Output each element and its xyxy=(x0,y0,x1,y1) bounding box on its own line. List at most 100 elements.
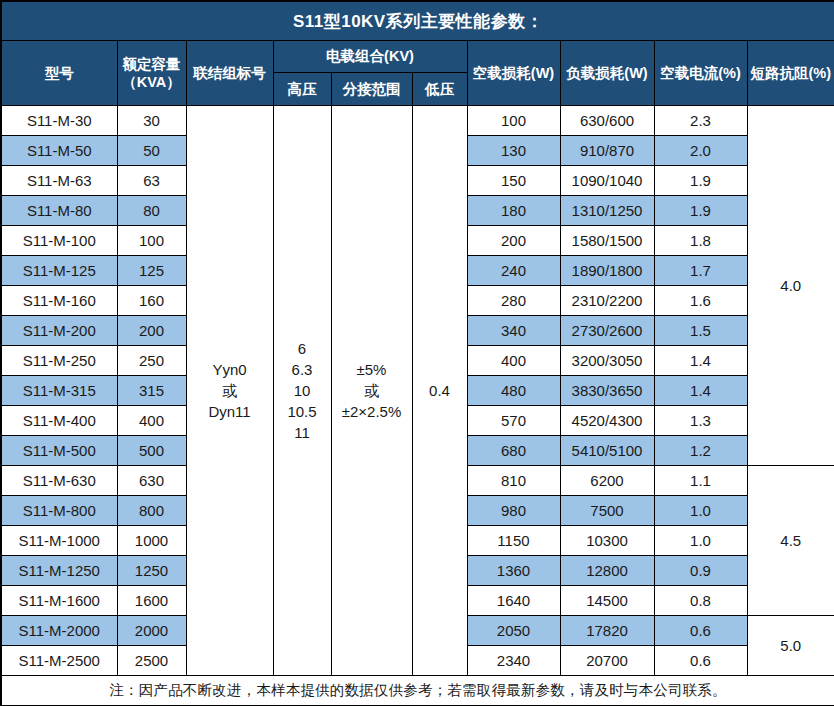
cell-no-load-loss: 280 xyxy=(467,286,560,316)
cell-model: S11-M-800 xyxy=(1,496,117,526)
cell-capacity: 1000 xyxy=(117,526,186,556)
cell-load-loss: 17820 xyxy=(560,616,654,646)
cell-model: S11-M-400 xyxy=(1,406,117,436)
col-header-voltage-group: 电载组合(KV) xyxy=(273,41,467,73)
spec-table: S11型10KV系列主要性能参数： 型号 额定容量 （KVA） 联结组标号 电载… xyxy=(0,0,834,706)
header-row-1: 型号 额定容量 （KVA） 联结组标号 电载组合(KV) 空载损耗(W) 负载损… xyxy=(1,41,834,73)
cell-model: S11-M-63 xyxy=(1,166,117,196)
cell-no-load-current: 1.4 xyxy=(654,376,747,406)
cell-no-load-loss: 200 xyxy=(467,226,560,256)
cell-model: S11-M-315 xyxy=(1,376,117,406)
cell-no-load-loss: 180 xyxy=(467,196,560,226)
cell-model: S11-M-80 xyxy=(1,196,117,226)
title-row: S11型10KV系列主要性能参数： xyxy=(1,1,834,41)
cell-capacity: 630 xyxy=(117,466,186,496)
col-header-load-loss: 负载损耗(W) xyxy=(560,41,654,106)
cell-load-loss: 1580/1500 xyxy=(560,226,654,256)
cell-load-loss: 630/600 xyxy=(560,106,654,136)
cell-model: S11-M-500 xyxy=(1,436,117,466)
footer-note: 注：因产品不断改进，本样本提供的数据仅供参考；若需取得最新参数，请及时与本公司联… xyxy=(1,676,834,706)
cell-load-loss: 3200/3050 xyxy=(560,346,654,376)
cell-no-load-current: 1.5 xyxy=(654,316,747,346)
cell-no-load-current: 1.9 xyxy=(654,196,747,226)
col-header-capacity-line2: （KVA） xyxy=(120,73,184,91)
cell-no-load-loss: 400 xyxy=(467,346,560,376)
cell-load-loss: 10300 xyxy=(560,526,654,556)
cell-no-load-loss: 100 xyxy=(467,106,560,136)
cell-no-load-loss: 1360 xyxy=(467,556,560,586)
cell-no-load-current: 1.8 xyxy=(654,226,747,256)
cell-load-loss: 1310/1250 xyxy=(560,196,654,226)
cell-model: S11-M-100 xyxy=(1,226,117,256)
cell-load-loss: 12800 xyxy=(560,556,654,586)
cell-load-loss: 3830/3650 xyxy=(560,376,654,406)
col-header-lv: 低压 xyxy=(412,73,467,106)
cell-capacity: 30 xyxy=(117,106,186,136)
cell-no-load-current: 2.3 xyxy=(654,106,747,136)
cell-capacity: 1250 xyxy=(117,556,186,586)
col-header-capacity: 额定容量 （KVA） xyxy=(117,41,186,106)
cell-no-load-current: 1.1 xyxy=(654,466,747,496)
col-header-hv: 高压 xyxy=(273,73,331,106)
cell-no-load-loss: 570 xyxy=(467,406,560,436)
page: S11型10KV系列主要性能参数： 型号 额定容量 （KVA） 联结组标号 电载… xyxy=(0,0,834,706)
cell-no-load-current: 1.2 xyxy=(654,436,747,466)
cell-load-loss: 14500 xyxy=(560,586,654,616)
table-body: S11-M-3030Yyn0或Dyn1166.31010.511±5%或±2×2… xyxy=(1,106,834,676)
cell-no-load-current: 1.0 xyxy=(654,496,747,526)
cell-no-load-loss: 480 xyxy=(467,376,560,406)
cell-capacity: 2000 xyxy=(117,616,186,646)
cell-capacity: 2500 xyxy=(117,646,186,676)
cell-connection-group: Yyn0或Dyn11 xyxy=(186,106,273,676)
cell-capacity: 200 xyxy=(117,316,186,346)
cell-load-loss: 1090/1040 xyxy=(560,166,654,196)
cell-no-load-loss: 240 xyxy=(467,256,560,286)
cell-load-loss: 20700 xyxy=(560,646,654,676)
cell-no-load-current: 0.6 xyxy=(654,646,747,676)
cell-model: S11-M-160 xyxy=(1,286,117,316)
col-header-impedance: 短路抗阻(%) xyxy=(747,41,834,106)
col-header-no-load-loss: 空载损耗(W) xyxy=(467,41,560,106)
cell-no-load-current: 0.9 xyxy=(654,556,747,586)
page-title: S11型10KV系列主要性能参数： xyxy=(1,1,834,41)
col-header-capacity-line1: 额定容量 xyxy=(120,55,184,73)
cell-capacity: 125 xyxy=(117,256,186,286)
cell-capacity: 1600 xyxy=(117,586,186,616)
cell-model: S11-M-2500 xyxy=(1,646,117,676)
cell-capacity: 500 xyxy=(117,436,186,466)
cell-no-load-current: 1.4 xyxy=(654,346,747,376)
cell-load-loss: 2310/2200 xyxy=(560,286,654,316)
cell-tap-range: ±5%或±2×2.5% xyxy=(331,106,412,676)
cell-capacity: 100 xyxy=(117,226,186,256)
cell-no-load-loss: 2050 xyxy=(467,616,560,646)
cell-no-load-loss: 150 xyxy=(467,166,560,196)
cell-impedance: 4.0 xyxy=(747,106,834,466)
cell-model: S11-M-125 xyxy=(1,256,117,286)
cell-load-loss: 5410/5100 xyxy=(560,436,654,466)
cell-model: S11-M-630 xyxy=(1,466,117,496)
col-header-tap-range: 分接范围 xyxy=(331,73,412,106)
col-header-no-load-current: 空载电流(%) xyxy=(654,41,747,106)
cell-lv-value: 0.4 xyxy=(412,106,467,676)
cell-impedance: 4.5 xyxy=(747,466,834,616)
cell-capacity: 80 xyxy=(117,196,186,226)
cell-model: S11-M-1600 xyxy=(1,586,117,616)
footer-row: 注：因产品不断改进，本样本提供的数据仅供参考；若需取得最新参数，请及时与本公司联… xyxy=(1,676,834,706)
cell-load-loss: 910/870 xyxy=(560,136,654,166)
cell-model: S11-M-1250 xyxy=(1,556,117,586)
cell-no-load-current: 0.8 xyxy=(654,586,747,616)
cell-capacity: 250 xyxy=(117,346,186,376)
cell-no-load-loss: 680 xyxy=(467,436,560,466)
cell-capacity: 160 xyxy=(117,286,186,316)
table-header: S11型10KV系列主要性能参数： 型号 额定容量 （KVA） 联结组标号 电载… xyxy=(1,1,834,106)
col-header-model: 型号 xyxy=(1,41,117,106)
cell-no-load-loss: 340 xyxy=(467,316,560,346)
cell-capacity: 400 xyxy=(117,406,186,436)
cell-load-loss: 7500 xyxy=(560,496,654,526)
cell-load-loss: 1890/1800 xyxy=(560,256,654,286)
cell-impedance: 5.0 xyxy=(747,616,834,676)
col-header-connection: 联结组标号 xyxy=(186,41,273,106)
cell-model: S11-M-50 xyxy=(1,136,117,166)
cell-no-load-loss: 980 xyxy=(467,496,560,526)
cell-model: S11-M-200 xyxy=(1,316,117,346)
